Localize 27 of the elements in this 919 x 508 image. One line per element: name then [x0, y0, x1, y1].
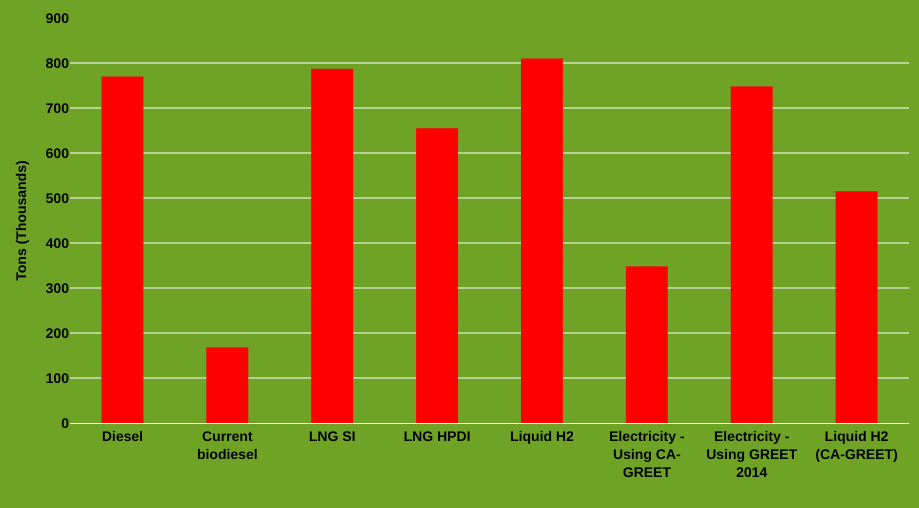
y-tick-label: 0: [61, 414, 70, 431]
y-tick-label: 900: [46, 10, 70, 26]
y-tick-label: 500: [46, 190, 70, 206]
bar: [206, 347, 248, 423]
bar: [626, 266, 668, 423]
y-tick-label: 300: [46, 280, 70, 296]
bar: [416, 128, 458, 423]
y-tick-label: 200: [46, 324, 70, 341]
y-tick-label: 800: [46, 54, 70, 71]
bar: [520, 58, 563, 423]
x-tick-label: LNG HPDI: [404, 428, 471, 444]
bar: [730, 86, 773, 423]
y-tick-label: 700: [46, 100, 70, 116]
y-tick-label: 100: [46, 370, 70, 386]
y-tick-label: 600: [46, 144, 70, 161]
bar: [101, 76, 144, 423]
x-tick-label: Current biodiesel: [196, 428, 258, 462]
x-tick-label: Diesel: [102, 428, 144, 444]
y-axis-title: Tons (Thousands): [13, 160, 30, 281]
bar: [836, 191, 878, 423]
x-tick-label: Liquid H2 (CA-GREET): [815, 428, 898, 462]
x-tick-label: Liquid H2: [510, 428, 574, 444]
bar: [311, 68, 354, 423]
x-tick-label: LNG SI: [308, 428, 356, 444]
x-tick-label: Electricity - Using GREET 2014: [706, 428, 798, 480]
y-tick-label: 400: [46, 234, 70, 251]
x-tick-label: Electricity - Using CA-GREET: [609, 428, 685, 480]
